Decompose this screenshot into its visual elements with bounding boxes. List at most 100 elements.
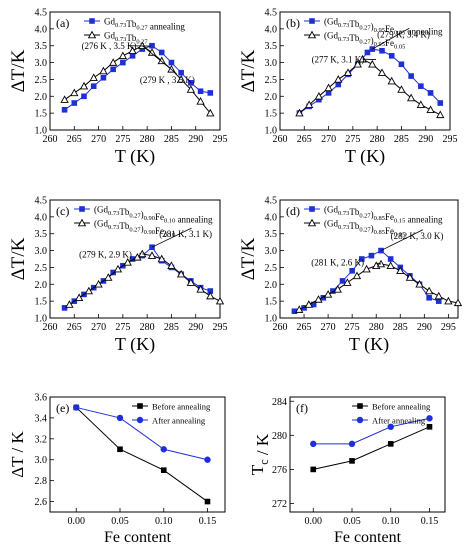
data-point: [453, 298, 463, 307]
annotation-text: (279 K, 3.4 K): [377, 29, 430, 39]
data-point: [129, 53, 136, 59]
x-tick-label: 0.10: [382, 516, 400, 527]
x-axis-label: T (K): [349, 334, 389, 355]
y-tick-label: 1.0: [265, 314, 278, 325]
data-point: [339, 278, 346, 284]
legend: Before annealing After annealing: [132, 402, 211, 426]
x-axis-label: T (K): [345, 146, 385, 167]
x-tick-label: 260: [273, 322, 288, 333]
data-point: [118, 51, 128, 60]
legend-label: (Gd0.73Tb0.27)0.95Fe0.05 annealing: [324, 17, 443, 37]
y-tick-label: 3.5: [265, 41, 278, 52]
y-tick-label: 4.5: [265, 196, 278, 207]
data-point: [352, 271, 362, 280]
series-line: [75, 407, 208, 502]
data-point: [408, 73, 414, 79]
y-tick-label: 3.2: [35, 434, 48, 445]
series-line: [313, 426, 430, 470]
legend: (Gd0.73Tb0.27)0.90Fe0.10 annealing(Gd0.7…: [74, 205, 213, 239]
x-tick-label: 0.05: [111, 516, 129, 527]
annotation: (279 K, 2.9 K): [79, 249, 144, 259]
data-point: [117, 446, 123, 453]
data-point: [398, 61, 405, 68]
data-point: [188, 80, 194, 86]
legend-swatch-marker: [87, 30, 97, 39]
x-tick-label: 265: [67, 322, 82, 333]
annotation: (277 K, 3.1 K): [312, 55, 376, 65]
data-point: [120, 59, 126, 66]
data-point: [71, 100, 78, 106]
legend-label: Gd0.73Tb0.27 annealing: [104, 17, 185, 32]
y-tick-label: 1.5: [265, 297, 278, 308]
data-point: [79, 81, 89, 90]
y-tick-label: 4.0: [265, 212, 278, 223]
data-point: [123, 258, 132, 266]
data-point: [110, 66, 116, 73]
panel-c: 260 265 270 275 280 285 290 295 1.0 1.5 2.0 2.5 3.0 3…: [8, 196, 228, 356]
y-tick-label: 4.5: [35, 196, 48, 207]
data-point: [304, 100, 314, 108]
data-point: [396, 266, 405, 275]
y-tick-label: 272: [272, 499, 287, 510]
x-tick-label: 285: [394, 134, 409, 145]
data-point: [362, 264, 371, 273]
x-tick-label: 265: [297, 134, 312, 145]
data-point: [435, 298, 442, 304]
legend-swatch-marker: [307, 218, 317, 227]
x-tick-label: 275: [345, 322, 360, 333]
data-point: [61, 106, 68, 113]
data-point: [90, 83, 97, 89]
data-point: [320, 294, 327, 301]
y-tick-label: 3.0: [35, 58, 48, 69]
data-point: [206, 291, 215, 300]
y-tick-label: 1.0: [35, 314, 48, 325]
y-tick-label: 2.5: [35, 263, 48, 274]
legend-label: (Gd0.73Tb0.27)0.90Fe0.10: [94, 219, 175, 239]
data-point: [168, 59, 175, 66]
x-tick-label: 0.00: [305, 516, 323, 527]
data-point: [310, 466, 317, 473]
data-point: [178, 69, 184, 76]
data-point: [158, 49, 165, 56]
x-tick-label: 265: [297, 322, 312, 333]
panel-f: 0.00 0.05 0.10 0.15 272 276 280 284 Fe content Tc…: [248, 396, 446, 546]
data-point: [81, 93, 87, 100]
series-secondary: [60, 41, 215, 117]
data-point: [99, 66, 108, 75]
legend-swatch-marker: [357, 403, 363, 409]
data-point: [207, 288, 214, 294]
data-point: [426, 424, 433, 430]
data-point: [323, 290, 333, 298]
data-point: [61, 305, 68, 311]
x-tick-label: 260: [43, 322, 58, 333]
data-point: [348, 440, 356, 448]
x-tick-label: 260: [43, 134, 58, 145]
x-tick-label: 295: [443, 134, 458, 145]
annotation: (279 K , 3.5 K): [140, 45, 195, 85]
x-tick-label: 265: [67, 134, 82, 145]
y-tick-label: 3.0: [35, 455, 48, 466]
x-axis-label: Fe content: [334, 529, 402, 546]
data-point: [138, 249, 147, 258]
annotation: (281 K, 3.1 K): [151, 227, 212, 248]
data-point: [116, 414, 124, 422]
panel-d: 260 265 270 275 280 285 290 295 1.0 1.5 2.0 2.5 3.0 3…: [238, 196, 463, 355]
data-point: [368, 59, 377, 68]
data-point: [104, 273, 113, 281]
data-point: [334, 75, 343, 83]
x-tick-label: 270: [91, 134, 106, 145]
y-axis-label: ΔT/K: [238, 49, 259, 92]
x-tick-label: 0.10: [155, 516, 173, 527]
y-tick-label: 4.0: [265, 24, 278, 35]
data-point: [310, 301, 317, 308]
data-point: [387, 441, 394, 447]
data-point: [418, 83, 424, 89]
y-tick-label: 3.0: [35, 246, 48, 257]
data-point: [444, 296, 453, 305]
data-point: [333, 285, 342, 293]
plot-frame: [289, 396, 446, 513]
y-tick-label: 1.5: [35, 109, 48, 120]
series-line: [313, 417, 430, 445]
data-point: [434, 291, 443, 300]
x-tick-label: 290: [417, 322, 432, 333]
